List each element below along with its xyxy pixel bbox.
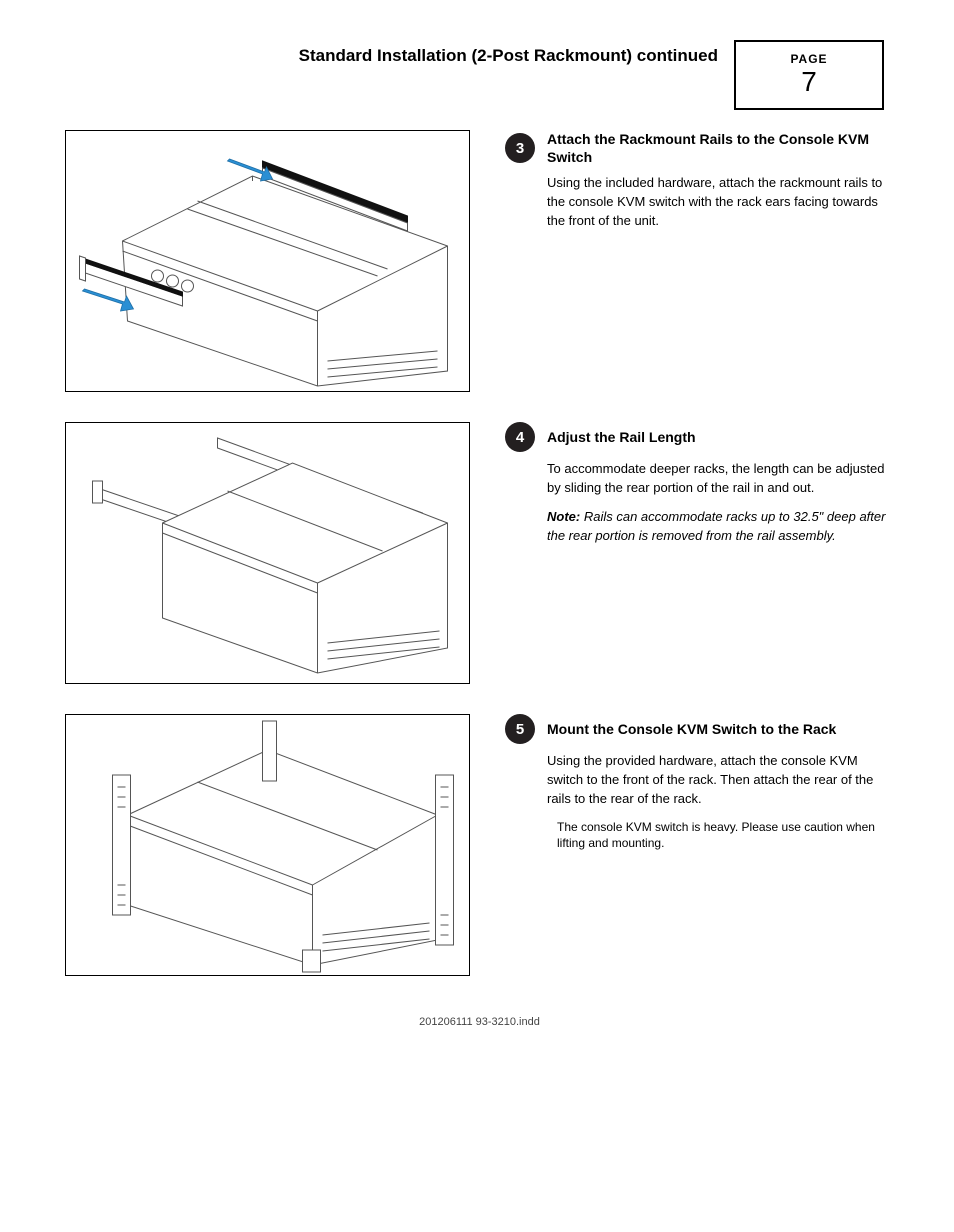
page-label: PAGE	[756, 52, 862, 66]
footer-text: 201206111 93-3210.indd	[65, 1016, 894, 1028]
page-number: 7	[756, 66, 862, 98]
warning-row: The console KVM switch is heavy. Please …	[547, 819, 894, 851]
step-4-row: 4 Adjust the Rail Length To accommodate …	[65, 422, 894, 684]
step-5-number: 5	[505, 714, 535, 744]
figure-step-5	[65, 714, 470, 976]
step-3-content: 3 Attach the Rackmount Rails to the Cons…	[505, 130, 894, 241]
figure-step-4	[65, 422, 470, 684]
figure-step-3	[65, 130, 470, 392]
step-5-content: 5 Mount the Console KVM Switch to the Ra…	[505, 714, 894, 851]
step-4-number: 4	[505, 422, 535, 452]
page-number-box: PAGE 7	[734, 40, 884, 110]
step-4-body: To accommodate deeper racks, the length …	[547, 460, 894, 498]
step-4-content: 4 Adjust the Rail Length To accommodate …	[505, 422, 894, 555]
step-3-title: Attach the Rackmount Rails to the Consol…	[547, 130, 894, 166]
step-5-body: Using the provided hardware, attach the …	[547, 752, 894, 809]
warning-text: The console KVM switch is heavy. Please …	[557, 819, 894, 851]
step-4-note: Note: Rails can accommodate racks up to …	[547, 508, 894, 546]
step-5-title: Mount the Console KVM Switch to the Rack	[547, 720, 836, 738]
step-5-row: 5 Mount the Console KVM Switch to the Ra…	[65, 714, 894, 976]
page-title: Standard Installation (2-Post Rackmount)…	[65, 40, 718, 66]
step-3-body: Using the included hardware, attach the …	[547, 174, 894, 231]
step-4-title: Adjust the Rail Length	[547, 428, 696, 446]
page-header: Standard Installation (2-Post Rackmount)…	[65, 40, 894, 110]
step-3-row: 3 Attach the Rackmount Rails to the Cons…	[65, 130, 894, 392]
step-3-number: 3	[505, 133, 535, 163]
